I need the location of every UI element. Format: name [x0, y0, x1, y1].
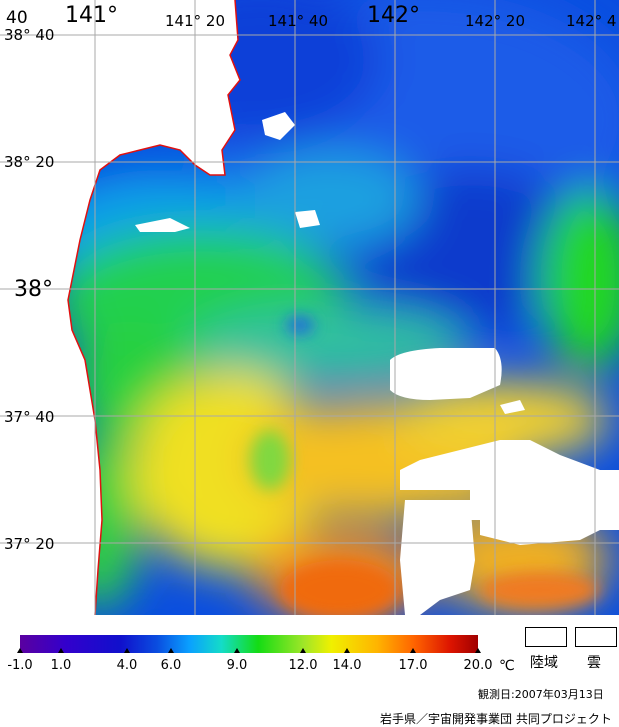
tick-label: 1.0: [50, 658, 72, 673]
tick-label: -1.0: [7, 658, 33, 673]
corner-label: 40: [6, 8, 28, 28]
unit-label: ℃: [499, 658, 515, 674]
tick-label: 20.0: [463, 658, 493, 673]
tick-label: 14.0: [332, 658, 362, 673]
cloud-label: 雲: [587, 655, 601, 671]
lat-label-38: 38°: [14, 277, 53, 302]
lat-label-38-20: 38° 20: [4, 153, 55, 171]
tick-label: 4.0: [116, 658, 138, 673]
lat-label-37-40: 37° 40: [4, 408, 55, 426]
land-label: 陸域: [530, 655, 558, 671]
lon-label-141-20: 141° 20: [165, 12, 225, 30]
land-island: [262, 112, 295, 140]
land-swatch: [525, 627, 567, 647]
sea-surface-temperature-map: [0, 0, 619, 615]
cloud-swatch: [575, 627, 617, 647]
lon-label-142-20: 142° 20: [465, 12, 525, 30]
tick-label: 17.0: [398, 658, 428, 673]
lon-label-141: 141°: [65, 3, 118, 28]
tick-label: 6.0: [160, 658, 182, 673]
tick-label: 12.0: [288, 658, 318, 673]
land-area: [0, 0, 240, 615]
color-bar: [17, 635, 481, 653]
observation-date: 観測日:2007年03月13日: [478, 688, 604, 701]
coastline: [67, 0, 241, 615]
lat-label-37-20: 37° 20: [4, 535, 55, 553]
lat-lon-grid: [0, 0, 619, 615]
lon-label-141-40: 141° 40: [268, 12, 328, 30]
lon-label-142-40: 142° 4: [566, 12, 617, 30]
lon-label-142: 142°: [367, 3, 420, 28]
legend: -1.0 1.0 4.0 6.0 9.0 12.0 14.0 17.0 20.0…: [0, 615, 619, 726]
tick-label: 9.0: [226, 658, 248, 673]
credit-text: 岩手県／宇宙開発事業団 共同プロジェクト: [380, 712, 612, 726]
color-bar-ticks: [17, 648, 481, 653]
cloud-areas: [135, 210, 619, 615]
lat-label-38-40: 38° 40: [4, 26, 55, 44]
